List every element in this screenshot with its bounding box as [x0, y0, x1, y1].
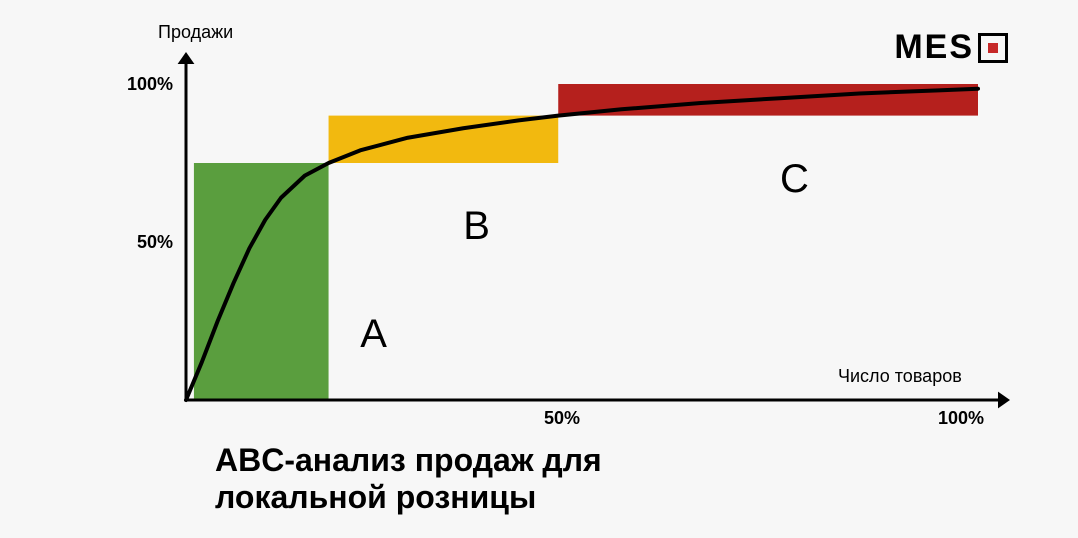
- bar-label-a: A: [360, 312, 387, 357]
- x-tick-100: 100%: [938, 408, 984, 429]
- x-axis-arrow-icon: [998, 392, 1010, 409]
- y-tick-50: 50%: [113, 232, 173, 253]
- title-line-2: локальной розницы: [215, 479, 602, 516]
- chart-title: ABC-анализ продаж для локальной розницы: [215, 442, 602, 516]
- x-tick-50: 50%: [544, 408, 580, 429]
- logo-text: MES: [894, 28, 974, 67]
- y-tick-100: 100%: [113, 74, 173, 95]
- y-axis-title: Продажи: [158, 22, 233, 43]
- x-axis-title: Число товаров: [838, 366, 962, 387]
- y-axis-arrow-icon: [178, 52, 195, 64]
- bar-label-b: B: [463, 204, 490, 249]
- logo-square-icon: [978, 33, 1008, 63]
- bar-label-c: C: [780, 157, 809, 202]
- chart-canvas: { "chart": { "type": "abc-pareto", "back…: [0, 0, 1078, 538]
- title-line-1: ABC-анализ продаж для: [215, 442, 602, 479]
- meso-logo: MES: [894, 28, 1008, 67]
- bar-b: [329, 116, 559, 163]
- bar-a: [194, 163, 329, 400]
- logo-dot-icon: [988, 43, 998, 53]
